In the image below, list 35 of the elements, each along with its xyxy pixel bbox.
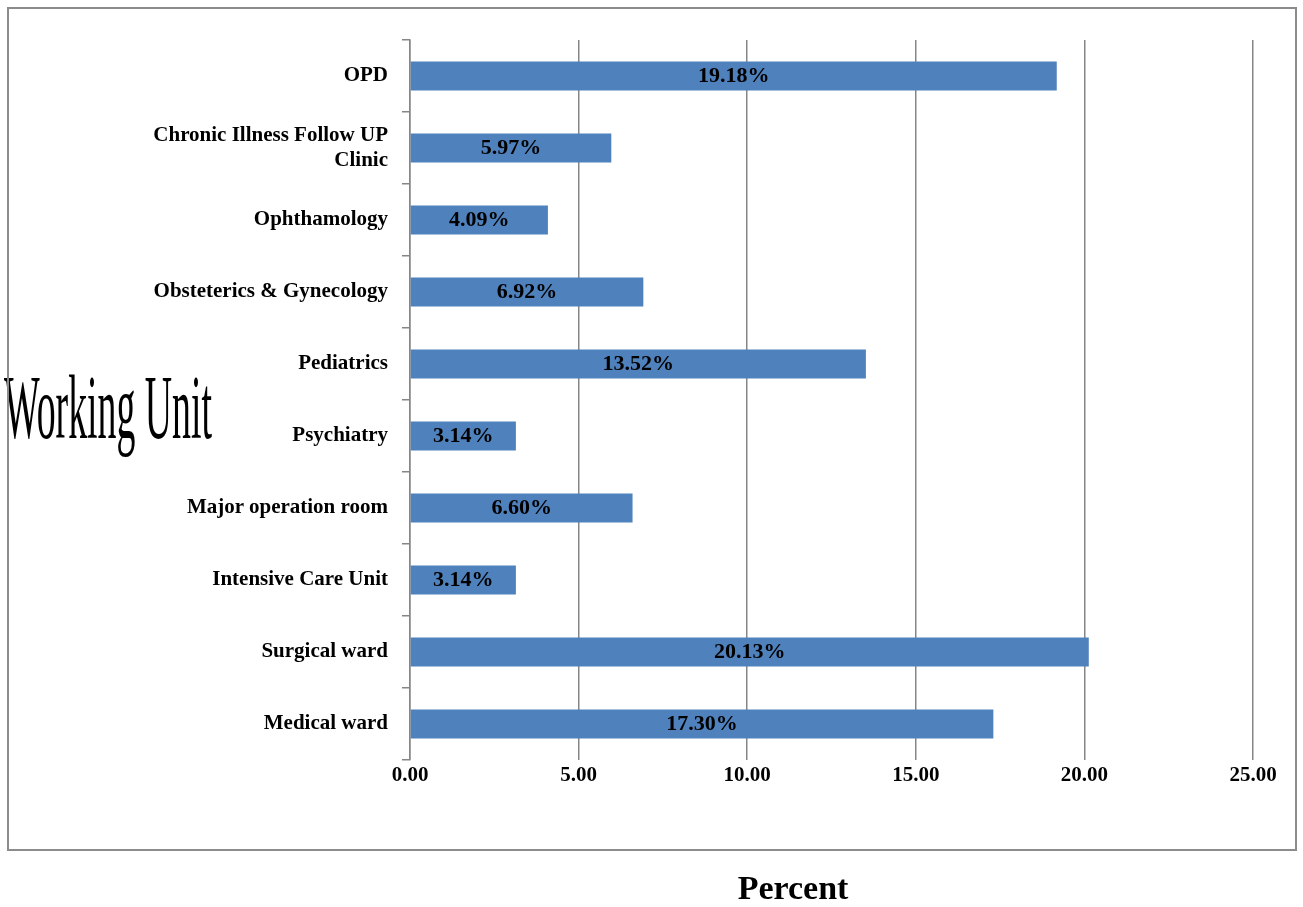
x-tick-label: 15.00 — [892, 762, 940, 787]
x-tick-label: 25.00 — [1229, 762, 1277, 787]
bar — [410, 61, 1057, 91]
bar — [410, 349, 866, 379]
y-tick-label: Surgical ward — [261, 638, 389, 663]
bar — [410, 493, 633, 523]
x-tick-label: 10.00 — [723, 762, 771, 787]
y-tick-label: Major operation room — [186, 494, 389, 519]
y-tick-label: Chronic Illness Follow UP Clinic — [153, 121, 389, 172]
data-label: 4.09% — [449, 205, 510, 231]
y-tick-label: OPD — [343, 62, 388, 87]
bar — [410, 709, 994, 739]
data-label: 20.13% — [714, 637, 786, 663]
y-tick-label: Ophthamology — [253, 206, 389, 231]
data-label: 17.30% — [666, 709, 738, 735]
data-label: 19.18% — [698, 61, 770, 87]
y-tick-label: Psychiatry — [292, 422, 389, 447]
y-tick-label: Obsteterics & Gynecology — [153, 278, 389, 303]
y-axis-title: Working Unit — [4, 356, 212, 458]
data-label: 6.92% — [496, 277, 558, 303]
bar — [410, 277, 644, 307]
data-label: 6.60% — [491, 493, 552, 519]
x-tick-label: 5.00 — [560, 762, 597, 787]
data-label: 3.14% — [433, 565, 494, 591]
bar — [410, 637, 1089, 667]
x-tick-label: 0.00 — [391, 762, 429, 787]
y-tick-label: Pediatrics — [298, 350, 388, 375]
data-label: 3.14% — [433, 421, 494, 447]
x-axis-title: Percent — [737, 868, 850, 906]
y-tick-label: Intensive Care Unit — [212, 566, 388, 591]
bar — [410, 133, 612, 163]
x-tick-label: 20.00 — [1060, 762, 1109, 787]
y-tick-label: Medical ward — [263, 710, 389, 735]
data-label: 13.52% — [602, 349, 675, 375]
data-label: 5.97% — [480, 133, 542, 159]
